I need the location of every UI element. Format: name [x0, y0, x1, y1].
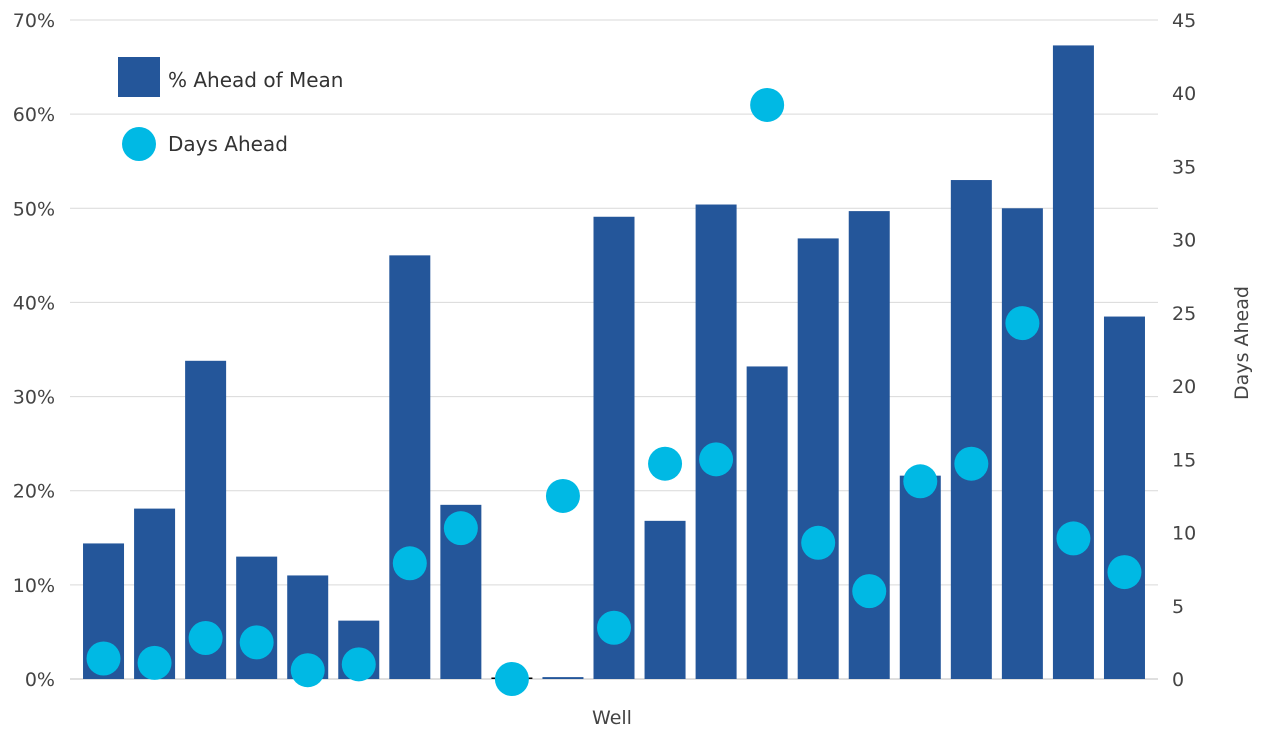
right-tick-label: 45: [1172, 10, 1196, 32]
right-axis-ticks: 0 5 10 15 20 25 30 35 40 45: [1172, 10, 1196, 691]
dot-point: [1005, 306, 1040, 341]
legend: % Ahead of Mean Days Ahead: [118, 57, 343, 161]
bar: [1001, 208, 1043, 680]
left-tick-label: 60%: [13, 104, 55, 126]
right-tick-label: 10: [1172, 523, 1196, 545]
right-tick-label: 20: [1172, 376, 1196, 398]
left-tick-label: 40%: [13, 292, 55, 314]
dot-point: [239, 625, 274, 660]
left-tick-label: 20%: [13, 481, 55, 503]
bar: [593, 216, 635, 679]
dot-point: [852, 574, 887, 609]
bar: [1052, 45, 1094, 679]
bar: [848, 211, 890, 680]
dot-point: [801, 525, 836, 560]
right-tick-label: 25: [1172, 303, 1196, 325]
bar: [950, 180, 992, 680]
dot-point: [903, 464, 938, 499]
left-axis-ticks: 0% 10% 20% 30% 40% 50% 60% 70%: [13, 10, 55, 691]
right-tick-label: 35: [1172, 156, 1196, 178]
x-axis-title: Well: [592, 707, 632, 729]
bar: [746, 366, 788, 679]
dot-point: [597, 610, 631, 645]
left-tick-label: 30%: [13, 387, 55, 409]
bar: [644, 520, 686, 679]
dot-point: [290, 653, 325, 688]
left-tick-label: 0%: [25, 669, 55, 691]
right-axis-title: Days Ahead: [1231, 286, 1253, 400]
bar: [1103, 316, 1145, 679]
dot-point: [1107, 555, 1142, 590]
left-tick-label: 50%: [13, 198, 55, 220]
dot-point: [443, 511, 478, 546]
dot-point: [545, 478, 580, 513]
dot-point: [188, 620, 223, 655]
dot-point: [392, 546, 427, 581]
right-tick-label: 40: [1172, 83, 1196, 105]
dot-point: [954, 446, 989, 481]
right-tick-label: 30: [1172, 230, 1196, 252]
bar: [542, 677, 584, 679]
legend-label-dot: Days Ahead: [168, 132, 288, 156]
bar: [389, 255, 431, 679]
bar: [695, 204, 737, 679]
legend-label-bar: % Ahead of Mean: [168, 68, 343, 92]
right-tick-label: 5: [1172, 596, 1184, 618]
bar: [797, 238, 839, 679]
dot-point: [137, 645, 172, 680]
right-tick-label: 15: [1172, 449, 1196, 471]
left-tick-label: 10%: [13, 575, 55, 597]
dot-point: [494, 662, 529, 696]
dot-series: [86, 87, 1142, 696]
bar: [236, 556, 278, 679]
dot-point: [648, 446, 683, 481]
bar: [899, 475, 941, 679]
legend-swatch-bar: [118, 57, 160, 97]
right-tick-label: 0: [1172, 669, 1184, 691]
legend-swatch-dot: [122, 127, 156, 161]
left-tick-label: 70%: [13, 10, 55, 32]
dot-point: [699, 442, 734, 477]
dot-point: [86, 641, 121, 676]
dot-point: [341, 647, 376, 682]
dot-point: [750, 87, 785, 122]
dot-point: [1056, 521, 1091, 556]
